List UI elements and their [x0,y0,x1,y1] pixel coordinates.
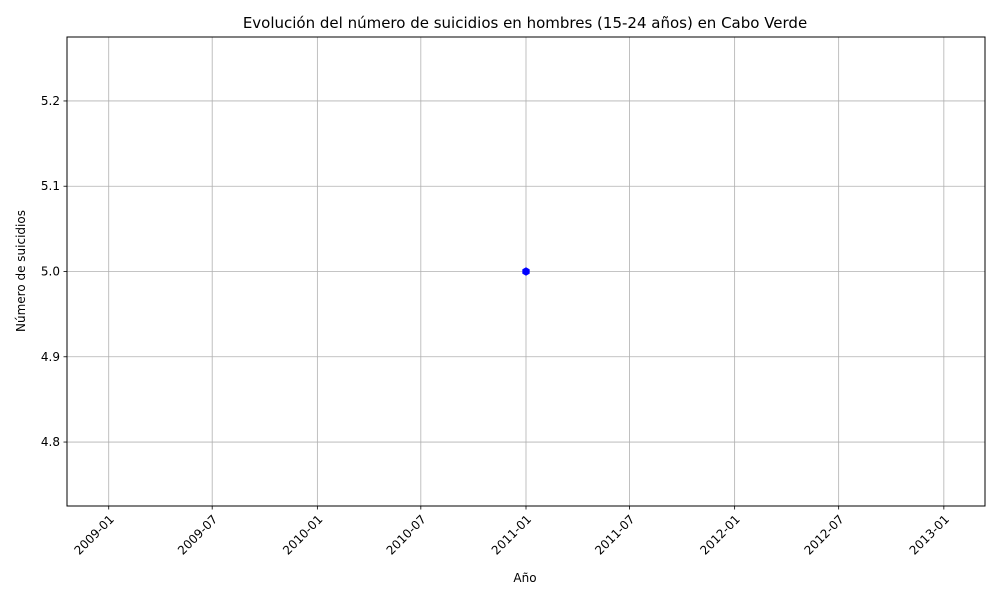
x-axis-ticks: 2009-01 2009-07 2010-01 2010-07 2011-01 2011-… [71,506,952,558]
grid [67,37,985,506]
chart-title: Evolución del número de suicidios en hom… [243,14,807,32]
x-tick-label: 2009-07 [175,512,220,557]
x-tick-label: 2013-01 [907,512,952,557]
y-tick-label: 5.0 [41,265,60,279]
plot-frame [66,36,986,507]
y-axis-label: Número de suicidios [14,210,28,332]
y-tick-label: 5.2 [41,94,60,108]
x-tick-label: 2009-01 [71,512,116,557]
x-tick-label: 2012-07 [801,512,846,557]
x-tick-label: 2010-01 [280,512,325,557]
data-point [522,267,530,276]
data-series [522,267,530,276]
y-tick-label: 5.1 [41,179,60,193]
y-axis-ticks: 4.8 4.9 5.0 5.1 5.2 [41,94,67,449]
x-tick-label: 2011-01 [489,512,534,557]
x-tick-label: 2011-07 [592,512,637,557]
y-tick-label: 4.8 [41,435,60,449]
y-tick-label: 4.9 [41,350,60,364]
x-tick-label: 2012-01 [697,512,742,557]
x-tick-label: 2010-07 [384,512,429,557]
x-axis-label: Año [513,571,536,585]
